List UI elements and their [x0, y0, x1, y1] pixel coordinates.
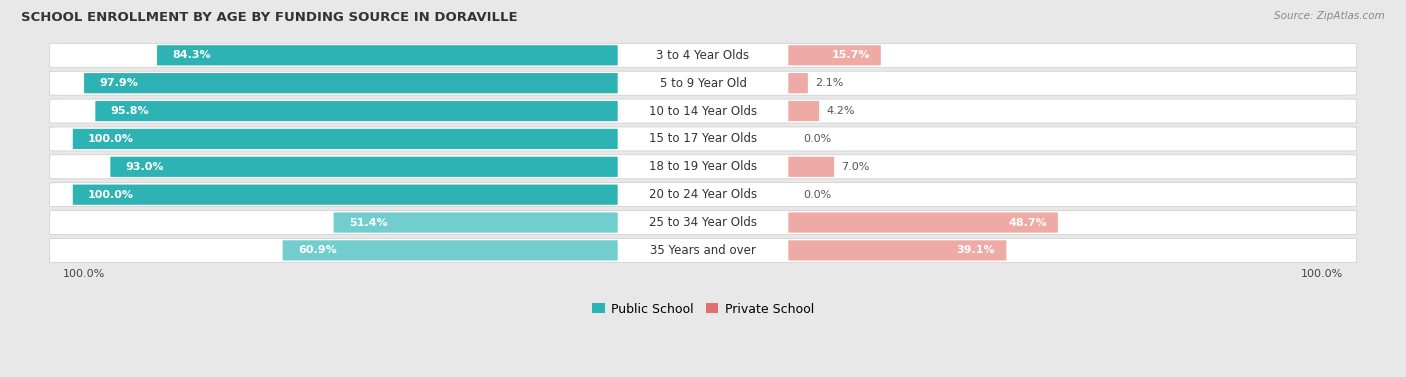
Text: 60.9%: 60.9%: [298, 245, 336, 255]
Text: 97.9%: 97.9%: [100, 78, 138, 88]
Text: 48.7%: 48.7%: [1008, 218, 1047, 228]
FancyBboxPatch shape: [73, 185, 617, 205]
Text: 4.2%: 4.2%: [825, 106, 855, 116]
FancyBboxPatch shape: [789, 212, 1057, 233]
Text: 3 to 4 Year Olds: 3 to 4 Year Olds: [657, 49, 749, 62]
Text: 10 to 14 Year Olds: 10 to 14 Year Olds: [650, 104, 756, 118]
FancyBboxPatch shape: [49, 71, 1357, 95]
FancyBboxPatch shape: [49, 99, 1357, 123]
Text: 100.0%: 100.0%: [1301, 269, 1343, 279]
Text: SCHOOL ENROLLMENT BY AGE BY FUNDING SOURCE IN DORAVILLE: SCHOOL ENROLLMENT BY AGE BY FUNDING SOUR…: [21, 11, 517, 24]
Text: 51.4%: 51.4%: [349, 218, 388, 228]
Text: 2.1%: 2.1%: [814, 78, 844, 88]
FancyBboxPatch shape: [789, 45, 880, 66]
FancyBboxPatch shape: [789, 101, 820, 121]
Text: 35 Years and over: 35 Years and over: [650, 244, 756, 257]
FancyBboxPatch shape: [49, 127, 1357, 151]
FancyBboxPatch shape: [49, 183, 1357, 207]
FancyBboxPatch shape: [789, 73, 808, 93]
Text: 5 to 9 Year Old: 5 to 9 Year Old: [659, 77, 747, 90]
FancyBboxPatch shape: [789, 240, 1007, 261]
Text: 15.7%: 15.7%: [831, 50, 870, 60]
Text: 20 to 24 Year Olds: 20 to 24 Year Olds: [650, 188, 756, 201]
Text: Source: ZipAtlas.com: Source: ZipAtlas.com: [1274, 11, 1385, 21]
Text: 25 to 34 Year Olds: 25 to 34 Year Olds: [650, 216, 756, 229]
FancyBboxPatch shape: [110, 157, 617, 177]
Legend: Public School, Private School: Public School, Private School: [588, 297, 818, 320]
FancyBboxPatch shape: [157, 45, 617, 66]
Text: 0.0%: 0.0%: [803, 190, 832, 200]
Text: 100.0%: 100.0%: [63, 269, 105, 279]
Text: 93.0%: 93.0%: [125, 162, 165, 172]
FancyBboxPatch shape: [49, 238, 1357, 262]
FancyBboxPatch shape: [96, 101, 617, 121]
Text: 7.0%: 7.0%: [841, 162, 869, 172]
FancyBboxPatch shape: [333, 212, 617, 233]
FancyBboxPatch shape: [49, 211, 1357, 234]
FancyBboxPatch shape: [49, 43, 1357, 67]
FancyBboxPatch shape: [84, 73, 617, 93]
FancyBboxPatch shape: [283, 240, 617, 261]
Text: 100.0%: 100.0%: [89, 134, 134, 144]
Text: 15 to 17 Year Olds: 15 to 17 Year Olds: [650, 132, 756, 146]
Text: 95.8%: 95.8%: [111, 106, 149, 116]
Text: 84.3%: 84.3%: [172, 50, 211, 60]
Text: 18 to 19 Year Olds: 18 to 19 Year Olds: [650, 160, 756, 173]
Text: 100.0%: 100.0%: [89, 190, 134, 200]
Text: 39.1%: 39.1%: [956, 245, 995, 255]
FancyBboxPatch shape: [73, 129, 617, 149]
FancyBboxPatch shape: [789, 157, 834, 177]
Text: 0.0%: 0.0%: [803, 134, 832, 144]
FancyBboxPatch shape: [49, 155, 1357, 179]
